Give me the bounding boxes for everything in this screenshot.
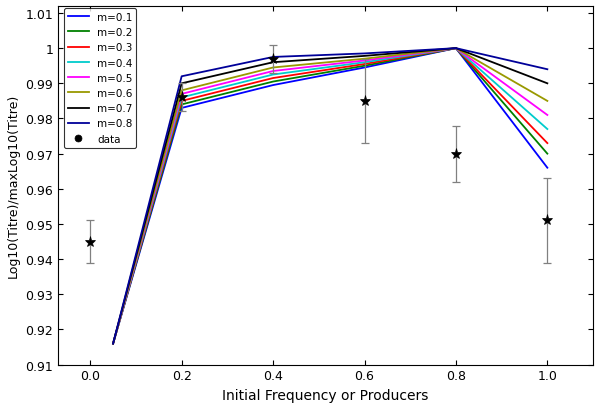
m=0.4 — [544, 127, 551, 132]
m=0.3 — [544, 141, 551, 146]
m=0.1 — [178, 106, 185, 111]
m=0.2 — [178, 103, 185, 108]
m=0.3 — [361, 62, 368, 67]
m=0.4 — [178, 96, 185, 101]
m=0.6 — [452, 47, 460, 52]
m=0.1 — [544, 166, 551, 171]
Line: m=0.6: m=0.6 — [113, 49, 547, 344]
m=0.6 — [109, 341, 116, 346]
m=0.8 — [269, 55, 277, 60]
Y-axis label: Log10(Titre)/maxLog10(Titre): Log10(Titre)/maxLog10(Titre) — [7, 94, 20, 278]
m=0.7 — [269, 61, 277, 65]
Line: m=0.2: m=0.2 — [113, 49, 547, 344]
m=0.1 — [452, 47, 460, 52]
Line: m=0.4: m=0.4 — [113, 49, 547, 344]
m=0.2 — [452, 47, 460, 52]
m=0.6 — [269, 66, 277, 71]
m=0.1 — [269, 83, 277, 88]
m=0.7 — [178, 82, 185, 87]
m=0.2 — [361, 64, 368, 69]
m=0.4 — [269, 73, 277, 78]
m=0.8 — [178, 74, 185, 79]
m=0.6 — [361, 57, 368, 62]
m=0.1 — [109, 341, 116, 346]
m=0.4 — [109, 341, 116, 346]
data — [178, 96, 185, 101]
m=0.2 — [109, 341, 116, 346]
m=0.7 — [361, 54, 368, 59]
m=0.5 — [109, 341, 116, 346]
m=0.3 — [178, 99, 185, 104]
m=0.8 — [361, 52, 368, 57]
m=0.7 — [544, 82, 551, 87]
Line: m=0.5: m=0.5 — [113, 49, 547, 344]
m=0.5 — [544, 113, 551, 118]
Line: m=0.7: m=0.7 — [113, 49, 547, 344]
m=0.1 — [361, 66, 368, 71]
Line: data: data — [85, 54, 553, 247]
data — [86, 240, 94, 245]
m=0.7 — [109, 341, 116, 346]
Line: m=0.3: m=0.3 — [113, 49, 547, 344]
m=0.4 — [361, 61, 368, 65]
data — [452, 152, 460, 157]
m=0.8 — [544, 67, 551, 72]
m=0.8 — [109, 341, 116, 346]
m=0.5 — [361, 59, 368, 64]
Line: m=0.1: m=0.1 — [113, 49, 547, 344]
Line: m=0.8: m=0.8 — [113, 49, 547, 344]
m=0.6 — [178, 89, 185, 94]
m=0.3 — [452, 47, 460, 52]
m=0.5 — [452, 47, 460, 52]
m=0.3 — [269, 76, 277, 81]
m=0.7 — [452, 47, 460, 52]
m=0.4 — [452, 47, 460, 52]
m=0.3 — [109, 341, 116, 346]
m=0.8 — [452, 47, 460, 52]
m=0.5 — [178, 92, 185, 97]
X-axis label: Initial Frequency or Producers: Initial Frequency or Producers — [223, 388, 429, 402]
Legend: m=0.1, m=0.2, m=0.3, m=0.4, m=0.5, m=0.6, m=0.7, m=0.8, data: m=0.1, m=0.2, m=0.3, m=0.4, m=0.5, m=0.6… — [64, 9, 136, 148]
m=0.6 — [544, 99, 551, 104]
m=0.2 — [544, 152, 551, 157]
data — [544, 218, 551, 223]
m=0.5 — [269, 70, 277, 74]
data — [361, 99, 368, 104]
data — [269, 57, 277, 62]
m=0.2 — [269, 80, 277, 85]
